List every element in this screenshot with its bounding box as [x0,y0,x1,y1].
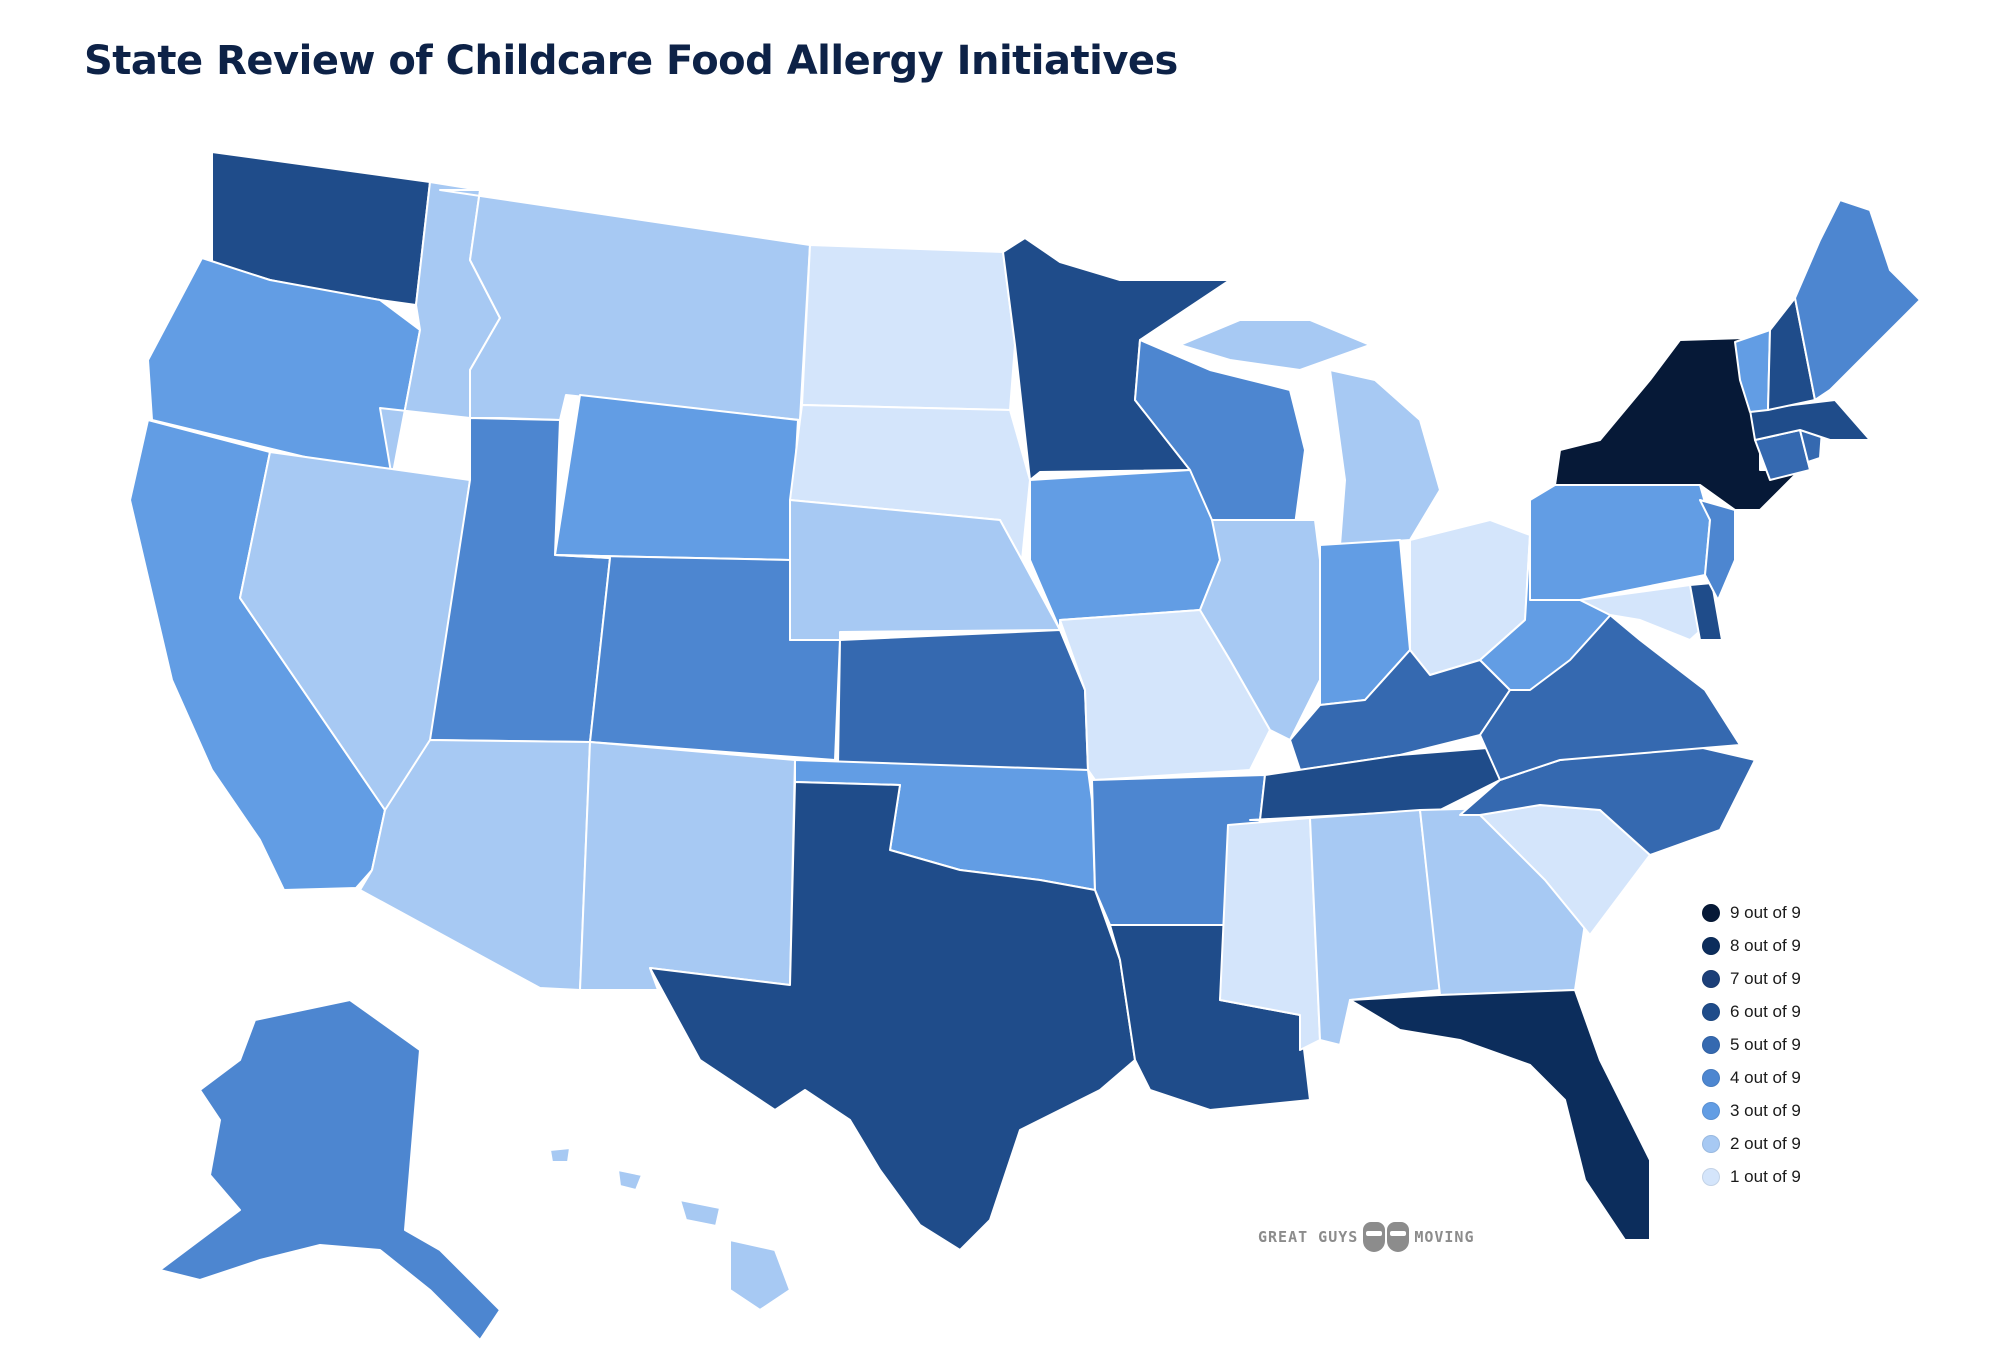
state-ma [1749,399,1871,441]
great-guys-moving-logo: GREAT GUYS MOVING [1258,1222,1475,1252]
state-ak [159,999,501,1341]
state-fl [1349,989,1651,1241]
state-mi [1179,319,1441,546]
state-hi [549,1147,791,1311]
state-ne [789,499,1061,641]
state-ia [1029,469,1221,631]
legend-label: 6 out of 9 [1730,1001,1801,1021]
state-mt [439,189,811,421]
legend-label: 8 out of 9 [1730,935,1801,955]
state-il [1199,519,1321,741]
state-de [1689,582,1723,641]
legend-item-9: 9 out of 9 [1702,896,1892,929]
state-nm [579,741,796,991]
legend-label: 4 out of 9 [1730,1067,1801,1087]
logo-faces-icon [1362,1222,1410,1252]
legend-swatch [1702,936,1720,955]
state-pa [1529,484,1711,601]
state-tn [1249,744,1526,821]
logo-text-right: MOVING [1414,1228,1475,1246]
legend-swatch [1702,1035,1720,1054]
legend-item-2: 2 out of 9 [1702,1127,1892,1160]
state-ks [837,629,1089,771]
legend-swatch [1702,1068,1720,1087]
legend-label: 5 out of 9 [1730,1034,1801,1054]
legend-item-3: 3 out of 9 [1702,1094,1892,1127]
state-vt [1734,329,1771,413]
legend-label: 1 out of 9 [1730,1166,1801,1186]
legend-label: 2 out of 9 [1730,1133,1801,1153]
state-nd [801,244,1016,411]
legend-item-4: 4 out of 9 [1702,1061,1892,1094]
legend-swatch [1702,969,1720,988]
legend-item-6: 6 out of 9 [1702,995,1892,1028]
legend-swatch [1702,903,1720,922]
legend-item-1: 1 out of 9 [1702,1160,1892,1193]
legend-item-7: 7 out of 9 [1702,962,1892,995]
map-title: State Review of Childcare Food Allergy I… [84,38,1178,84]
legend-label: 9 out of 9 [1730,902,1801,922]
logo-text-left: GREAT GUYS [1258,1228,1359,1246]
state-me [1794,199,1921,401]
legend-swatch [1702,1101,1720,1120]
legend-label: 7 out of 9 [1730,968,1801,988]
states-layer [129,151,1921,1341]
legend-swatch [1702,1134,1720,1153]
legend-item-8: 8 out of 9 [1702,929,1892,962]
legend-swatch [1702,1002,1720,1021]
state-wy [554,394,799,561]
state-tx [649,781,1136,1251]
legend-label: 3 out of 9 [1730,1100,1801,1120]
legend-item-5: 5 out of 9 [1702,1028,1892,1061]
legend-swatch [1702,1167,1720,1186]
legend: 9 out of 9 8 out of 9 7 out of 9 6 out o… [1702,896,1892,1193]
